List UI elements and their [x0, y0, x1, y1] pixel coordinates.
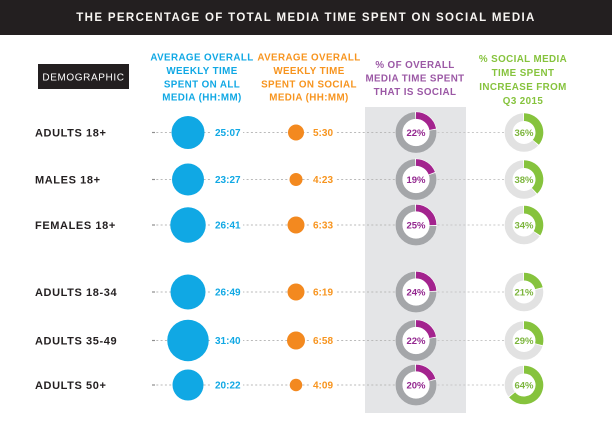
svg-text:ADULTS 35-49: ADULTS 35-49 [35, 336, 117, 348]
svg-text:ADULTS 50+: ADULTS 50+ [35, 380, 107, 392]
svg-text:25:07: 25:07 [215, 128, 241, 139]
svg-text:ADULTS 18+: ADULTS 18+ [35, 128, 107, 140]
svg-text:23:27: 23:27 [215, 175, 241, 186]
svg-text:4:09: 4:09 [313, 381, 333, 392]
svg-text:4:23: 4:23 [313, 175, 333, 186]
svg-text:36%: 36% [514, 128, 534, 139]
svg-text:22%: 22% [406, 336, 426, 347]
svg-text:FEMALES 18+: FEMALES 18+ [35, 220, 116, 232]
svg-text:29%: 29% [514, 336, 534, 347]
svg-text:26:49: 26:49 [215, 288, 241, 299]
svg-text:ADULTS 18-34: ADULTS 18-34 [35, 287, 117, 299]
svg-text:34%: 34% [514, 221, 534, 232]
svg-text:26:41: 26:41 [215, 221, 241, 232]
svg-text:MALES 18+: MALES 18+ [35, 175, 101, 187]
svg-text:21%: 21% [514, 288, 534, 299]
svg-text:19%: 19% [406, 175, 426, 186]
svg-text:20:22: 20:22 [215, 381, 241, 392]
svg-text:5:30: 5:30 [313, 128, 333, 139]
svg-text:6:58: 6:58 [313, 336, 333, 347]
svg-text:6:33: 6:33 [313, 221, 333, 232]
svg-text:20%: 20% [406, 381, 426, 392]
svg-text:6:19: 6:19 [313, 288, 333, 299]
svg-text:64%: 64% [514, 381, 534, 392]
svg-text:38%: 38% [514, 175, 534, 186]
svg-text:DEMOGRAPHIC: DEMOGRAPHIC [42, 73, 124, 84]
svg-text:22%: 22% [406, 128, 426, 139]
svg-text:24%: 24% [406, 288, 426, 299]
svg-text:31:40: 31:40 [215, 336, 241, 347]
svg-text:THE PERCENTAGE OF TOTAL MEDIA: THE PERCENTAGE OF TOTAL MEDIA TIME SPENT… [76, 12, 535, 24]
svg-text:25%: 25% [406, 221, 426, 232]
